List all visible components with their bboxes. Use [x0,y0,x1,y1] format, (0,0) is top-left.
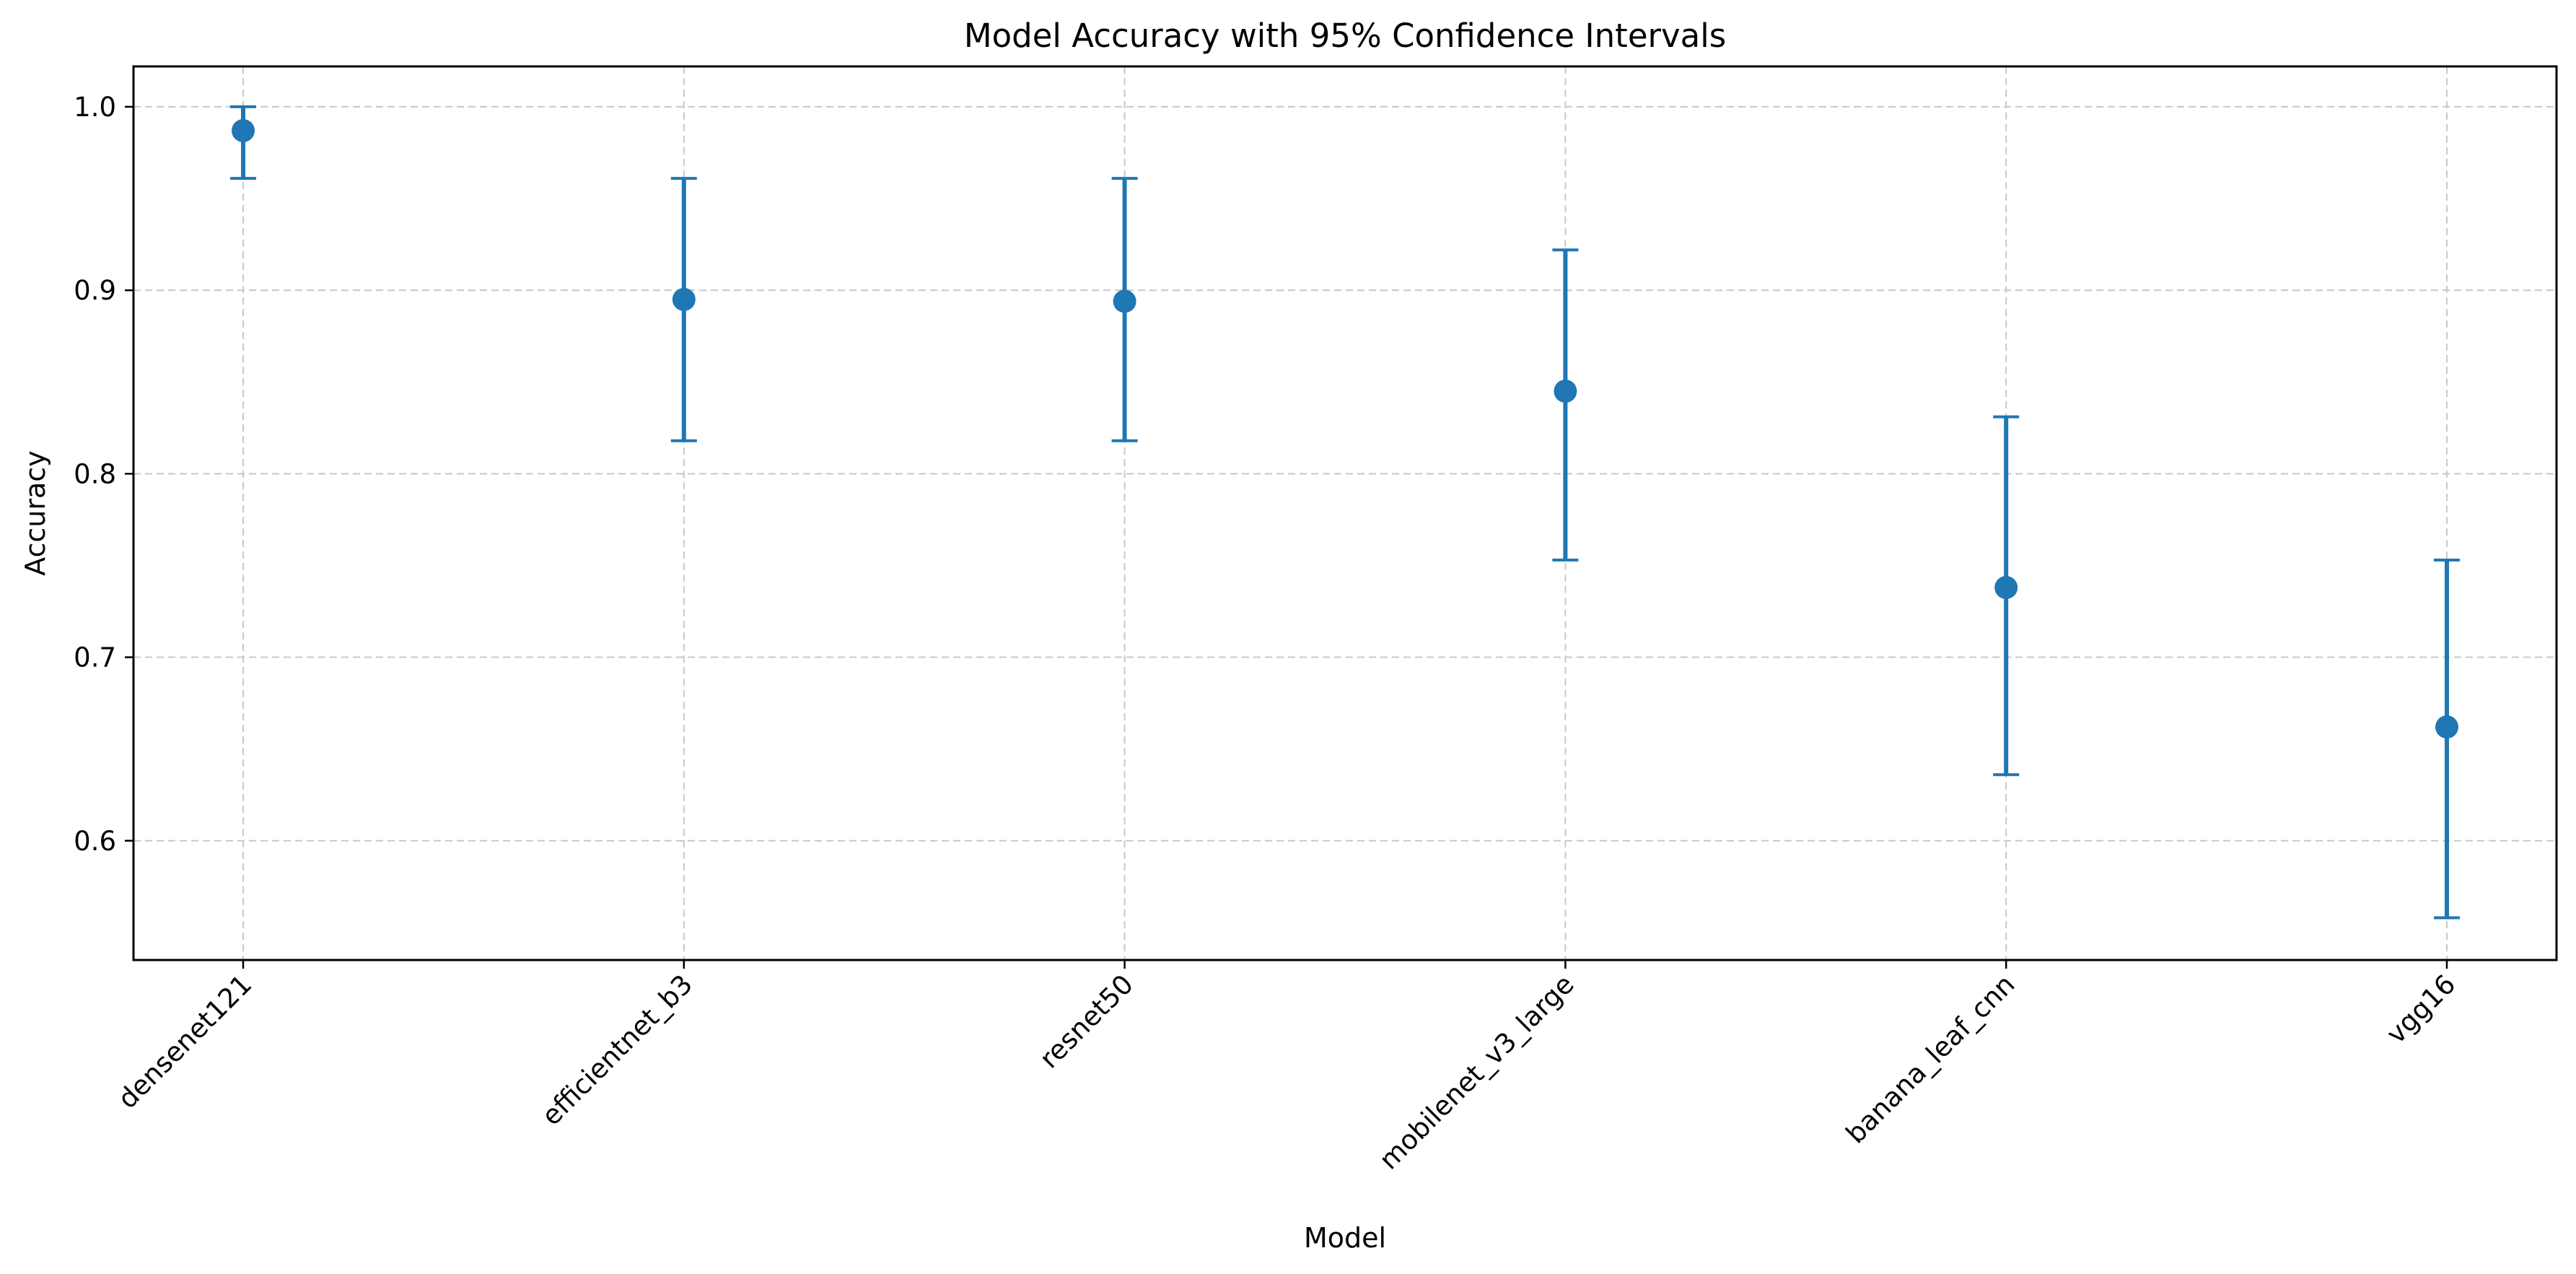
y-tick-label: 1.0 [74,92,116,123]
chart-title: Model Accuracy with 95% Confidence Inter… [964,17,1726,55]
y-tick-label: 0.9 [74,275,116,306]
data-points [232,118,2458,739]
y-tick-label: 0.6 [74,826,116,857]
data-point-resnet50 [1113,289,1136,313]
data-point-mobilenet_v3_large [1554,379,1577,403]
data-point-densenet121 [232,118,255,142]
y-axis-ticks: 0.6 0.7 0.8 0.9 1.0 [74,92,133,857]
data-point-vgg16 [2435,715,2458,739]
data-point-efficientnet_b3 [672,287,696,311]
y-tick-label: 0.8 [74,458,116,489]
x-axis-label: Model [1304,1222,1386,1254]
y-tick-label: 0.7 [74,642,116,673]
plot-area-frame [132,65,2558,961]
data-point-banana_leaf_cnn [1994,575,2018,599]
y-axis-label: Accuracy [19,450,51,576]
